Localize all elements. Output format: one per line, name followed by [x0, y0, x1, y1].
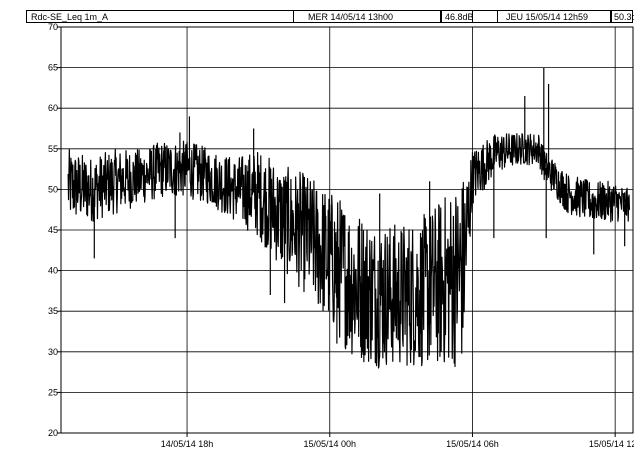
y-tick-label: 35: [48, 306, 58, 316]
y-tick-label: 20: [48, 428, 58, 438]
y-tick-label: 70: [48, 22, 58, 32]
y-tick-label: 65: [48, 63, 58, 73]
cursor1-value-box[interactable]: 46.8dB: [441, 10, 474, 23]
y-tick-label: 45: [48, 225, 58, 235]
plot-frame: [60, 26, 634, 434]
y-tick-label: 50: [48, 184, 58, 194]
y-axis-ticks: 70 65 60 55 50 45 40 35 30 25 20: [48, 22, 61, 438]
y-tick-label: 60: [48, 103, 58, 113]
x-tick-label: 14/05/14 18h: [161, 439, 214, 449]
cursor2-value: 50.3dB: [614, 12, 634, 22]
cursor1-time: MER 14/05/14 13h00: [308, 12, 394, 22]
cursor2-time: JEU 15/05/14 12h59: [506, 12, 589, 22]
x-tick-label: 15/05/14 06h: [446, 439, 499, 449]
cursor1-value: 46.8dB: [445, 12, 474, 22]
series-line-0: [67, 67, 631, 369]
grid-layer: [61, 26, 633, 434]
series-label: Rdc-SE_Leq 1m_A: [31, 12, 109, 22]
x-axis-ticks: 14/05/14 18h 15/05/14 00h 15/05/14 06h 15/0…: [161, 433, 634, 449]
y-tick-label: 55: [48, 144, 58, 154]
cursor1-time-box[interactable]: MER 14/05/14 13h00: [293, 10, 441, 23]
y-tick-label: 40: [48, 266, 58, 276]
x-tick-label: 15/05/14 12h: [589, 439, 634, 449]
cursor2-value-box[interactable]: 50.3dB: [611, 10, 634, 23]
cursor2-time-box[interactable]: JEU 15/05/14 12h59: [497, 10, 611, 23]
series-layer: [67, 67, 631, 369]
y-tick-label: 30: [48, 347, 58, 357]
x-tick-label: 15/05/14 00h: [303, 439, 356, 449]
y-tick-label: 25: [48, 387, 58, 397]
